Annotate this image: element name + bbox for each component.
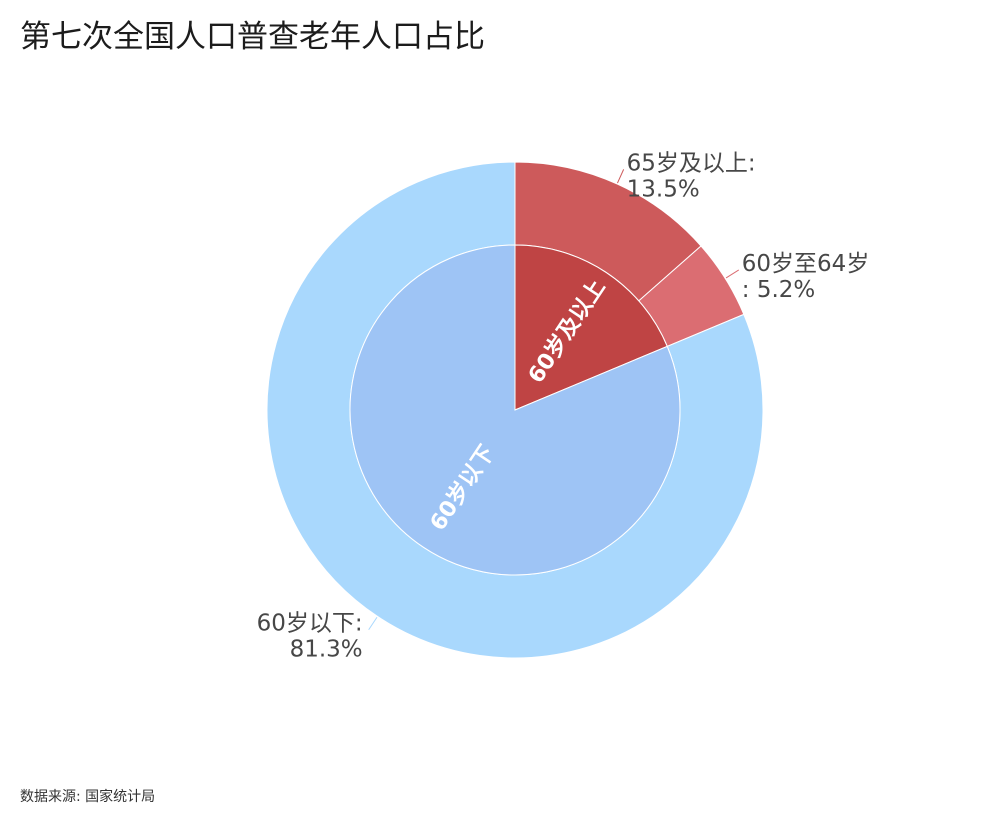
outer-slice-label-1-line-2: : 5.2% xyxy=(742,277,816,303)
leader-lines xyxy=(368,169,740,631)
outer-slice-label-0: 65岁及以上: 13.5% xyxy=(627,150,756,202)
inner-pie-slice-0 xyxy=(514,244,668,411)
inner-pie xyxy=(349,244,681,576)
inner-pie-slice-1 xyxy=(349,244,681,576)
leader-line-2 xyxy=(368,616,378,631)
outer-slice-label-2: 60岁以下: 81.3% xyxy=(257,611,363,663)
outer-slice-label-0-line-1: 65岁及以上: xyxy=(627,150,756,176)
outer-slice-label-2-line-2: 81.3% xyxy=(290,637,363,663)
outer-slice-label-0-line-2: 13.5% xyxy=(627,176,700,202)
leader-line-0 xyxy=(617,169,625,184)
outer-slice-label-2-line-1: 60岁以下: xyxy=(257,611,363,637)
outer-labels: 65岁及以上: 13.5% 60岁至64岁: 5.2% 60岁以下: 81.3% xyxy=(257,150,870,662)
outer-slice-label-1-line-1: 60岁至64岁 xyxy=(742,251,870,277)
source-note: 数据来源: 国家统计局 xyxy=(20,789,156,805)
outer-slice-label-1: 60岁至64岁: 5.2% xyxy=(742,251,870,303)
leader-line-1 xyxy=(725,269,740,279)
outer-ring xyxy=(266,161,764,659)
chart-title: 第七次全国人口普查老年人口占比 xyxy=(20,19,485,55)
